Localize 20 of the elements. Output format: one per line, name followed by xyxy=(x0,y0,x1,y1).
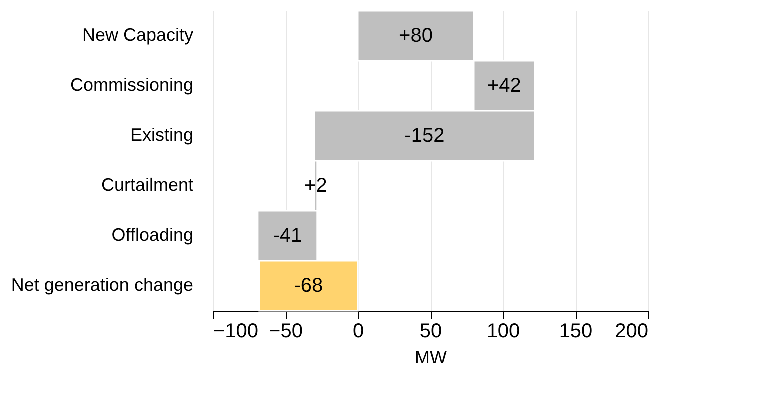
y-tick-label: Net generation change xyxy=(11,275,194,295)
data-label: -68 xyxy=(294,275,324,297)
x-tick-label: −100 xyxy=(214,320,259,342)
x-tick-label: 100 xyxy=(486,320,520,342)
data-label: -152 xyxy=(404,125,445,147)
x-axis-title: MW xyxy=(415,348,447,368)
data-label: -41 xyxy=(273,225,302,247)
y-tick-label: Curtailment xyxy=(101,175,194,195)
y-tick-label: Existing xyxy=(130,125,194,145)
data-label: +42 xyxy=(487,75,522,97)
x-tick-label: 0 xyxy=(352,320,364,342)
y-tick-label: Offloading xyxy=(112,225,194,245)
x-tick-label: 50 xyxy=(420,320,442,342)
data-label: +80 xyxy=(399,25,433,47)
x-tick-label: −50 xyxy=(269,320,303,342)
x-tick-label: 150 xyxy=(559,320,593,342)
x-tick-label: 200 xyxy=(615,320,648,342)
data-label: +2 xyxy=(304,175,328,197)
y-tick-label: New Capacity xyxy=(82,25,194,45)
y-tick-label: Commissioning xyxy=(70,75,194,95)
